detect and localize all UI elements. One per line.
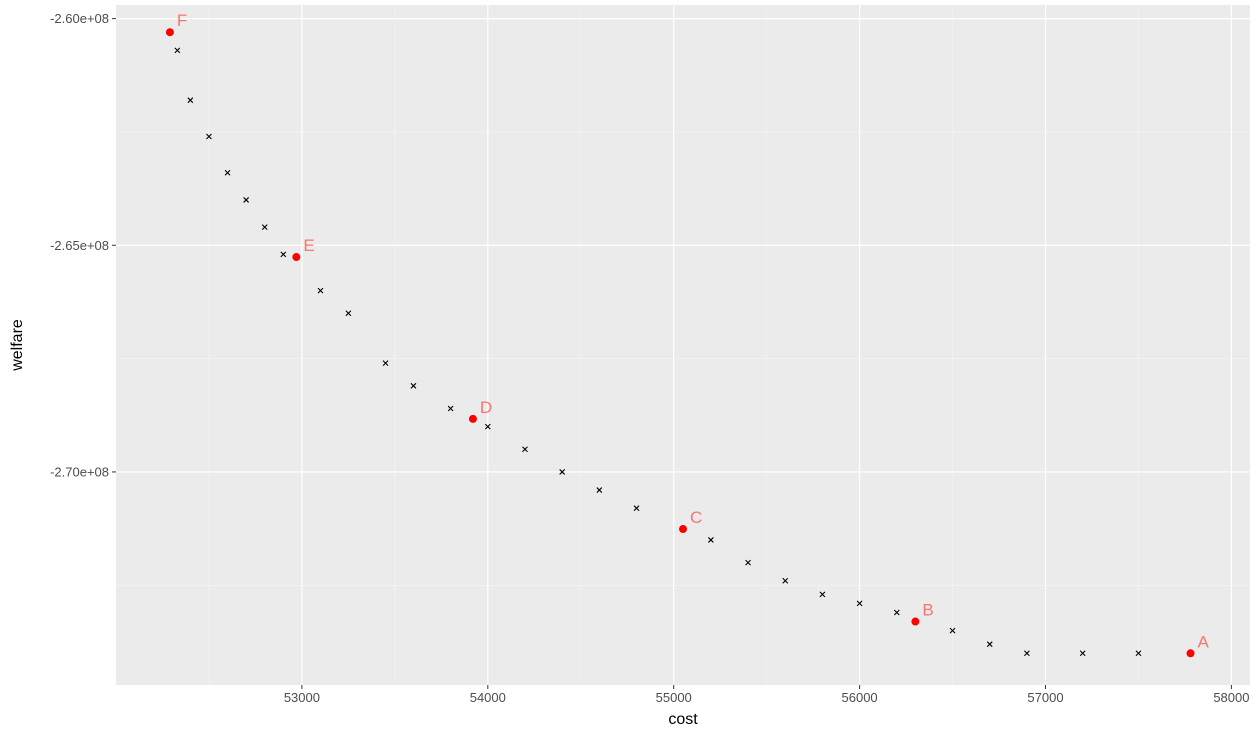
frontier-point [410, 382, 417, 389]
frontier-point [1135, 650, 1142, 657]
y-tick-label: -2.70e+08 [50, 464, 109, 479]
highlight-label-d: D [480, 398, 492, 417]
highlight-point-e [292, 253, 301, 262]
frontier-point [949, 627, 956, 634]
frontier-point [559, 469, 566, 475]
grid-major [116, 5, 1250, 685]
grid-minor [116, 5, 1250, 685]
highlight-label-b: B [922, 601, 933, 620]
highlight-label-a: A [1198, 632, 1210, 651]
frontier-point [782, 577, 789, 584]
y-axis: -2.60e+08 -2.65e+08 -2.70e+08 [50, 11, 116, 479]
highlight-label-e: E [303, 236, 314, 255]
highlight-label-f: F [177, 11, 187, 30]
highlight-point-a [1186, 649, 1195, 658]
frontier-point [187, 97, 194, 104]
frontier-point [986, 641, 993, 648]
frontier-point [280, 251, 287, 258]
x-tick-label: 55000 [656, 690, 692, 705]
frontier-point [345, 310, 352, 317]
x-tick-label: 53000 [284, 690, 320, 705]
y-tick-label: -2.65e+08 [50, 238, 109, 253]
x-tick-label: 58000 [1213, 690, 1249, 705]
highlight-label-c: C [690, 508, 702, 527]
highlight-point-f [165, 28, 174, 37]
plot-panel [116, 5, 1250, 685]
x-axis: 53000 54000 55000 56000 57000 58000 [284, 685, 1249, 705]
frontier-point [484, 423, 491, 430]
frontier-point [1079, 650, 1086, 657]
y-tick-label: -2.60e+08 [50, 11, 109, 26]
frontier-point [261, 224, 268, 231]
highlight-point-c [679, 525, 687, 534]
frontier-point [707, 537, 714, 543]
frontier-point [382, 360, 389, 367]
frontier-point [596, 487, 603, 493]
frontier-point [206, 133, 212, 140]
frontier-point [819, 591, 826, 598]
frontier-point [856, 600, 863, 607]
frontier-point [633, 505, 640, 512]
frontier-point [522, 446, 528, 453]
frontier-point [224, 169, 231, 176]
highlight-point-d [468, 414, 477, 423]
highlight-point-b [911, 617, 920, 626]
frontier-point [174, 47, 181, 54]
x-tick-label: 56000 [842, 690, 878, 705]
frontier-point [243, 197, 250, 203]
frontier-point [745, 559, 751, 566]
highlight-points: A B C D E F [165, 11, 1210, 658]
x-tick-label: 57000 [1027, 690, 1063, 705]
y-axis-title: welfare [9, 319, 26, 372]
frontier-point [447, 405, 454, 412]
x-tick-label: 54000 [470, 690, 506, 705]
frontier-point [893, 609, 900, 616]
frontier-point [317, 287, 324, 294]
x-axis-title: cost [668, 711, 698, 728]
frontier-point [1024, 650, 1030, 657]
